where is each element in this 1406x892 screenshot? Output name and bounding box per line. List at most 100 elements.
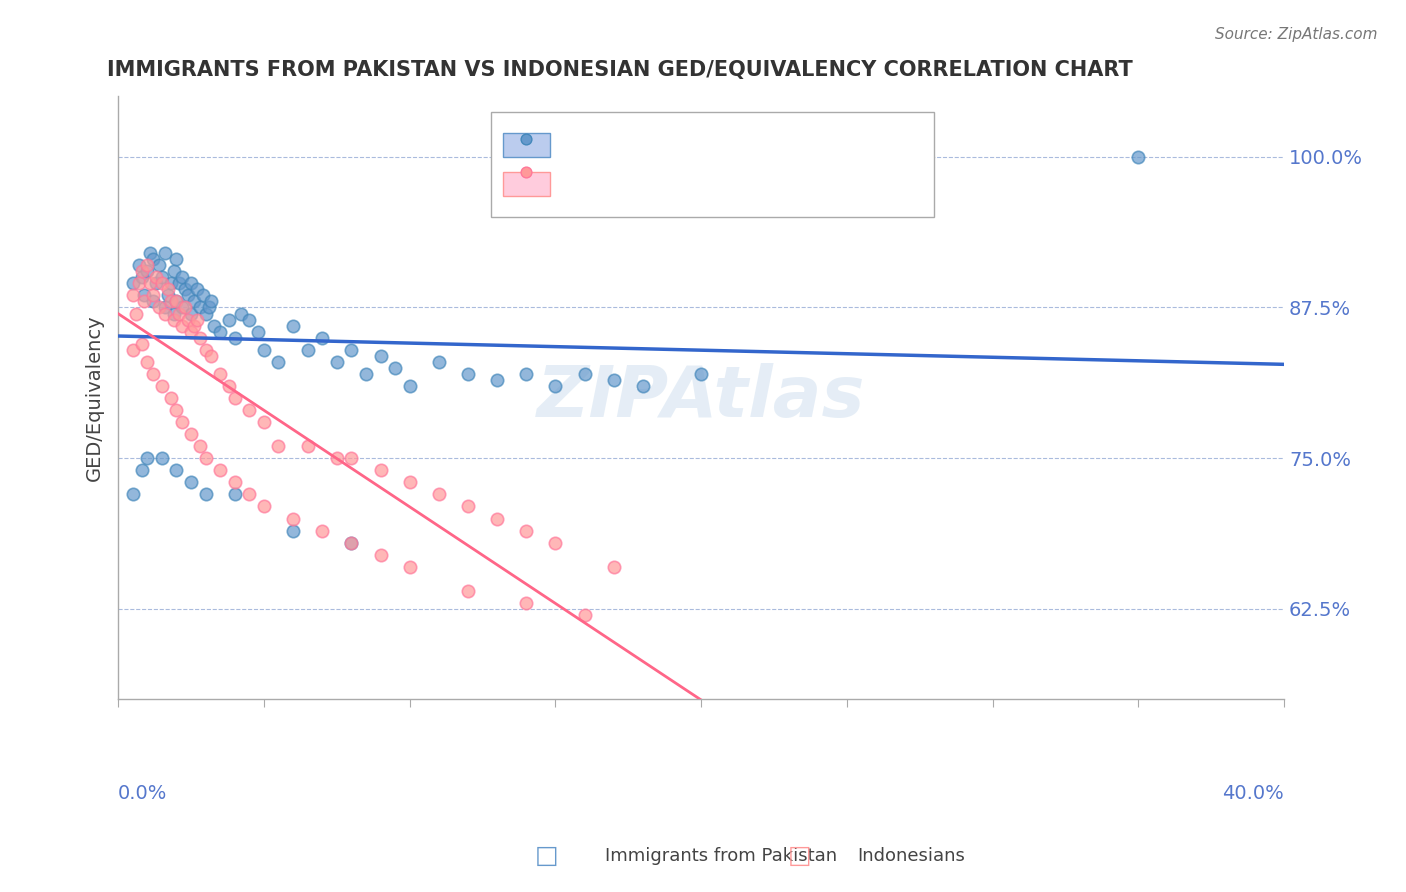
Point xyxy=(229,306,252,320)
Point xyxy=(544,535,567,549)
Point xyxy=(134,288,156,302)
Point xyxy=(370,548,392,562)
Point xyxy=(150,277,173,291)
Point xyxy=(153,246,176,260)
Point xyxy=(153,306,176,320)
Point xyxy=(574,607,596,622)
Point xyxy=(136,258,159,272)
FancyBboxPatch shape xyxy=(503,172,550,196)
Point xyxy=(238,403,260,417)
Y-axis label: GED/Equivalency: GED/Equivalency xyxy=(86,315,104,481)
Point xyxy=(183,294,205,309)
Text: R =  0.339    N =  71: R = 0.339 N = 71 xyxy=(567,129,814,148)
Point xyxy=(326,355,349,369)
Point xyxy=(209,463,232,477)
Point xyxy=(340,535,363,549)
Point xyxy=(166,403,188,417)
Point xyxy=(354,367,377,381)
Point xyxy=(340,451,363,466)
Point xyxy=(247,325,270,339)
Point xyxy=(253,343,276,357)
Point xyxy=(631,379,654,393)
Point xyxy=(297,439,319,453)
Point xyxy=(162,306,184,320)
Point xyxy=(218,379,240,393)
Point xyxy=(142,288,165,302)
Point xyxy=(159,277,181,291)
Point xyxy=(183,318,205,333)
Point xyxy=(1128,301,1150,315)
Point xyxy=(121,343,143,357)
Point xyxy=(136,264,159,278)
Point xyxy=(166,294,188,309)
Point xyxy=(218,312,240,326)
Point xyxy=(1128,234,1150,248)
Point xyxy=(172,270,194,285)
Point xyxy=(159,294,181,309)
Point xyxy=(139,277,162,291)
Point xyxy=(188,439,211,453)
Point xyxy=(124,306,146,320)
Point xyxy=(172,415,194,429)
Point xyxy=(194,487,217,501)
Text: Indonesians: Indonesians xyxy=(858,847,966,865)
Point xyxy=(150,451,173,466)
Text: □: □ xyxy=(787,845,811,868)
Point xyxy=(197,301,219,315)
Point xyxy=(457,367,479,381)
Point xyxy=(162,264,184,278)
Point xyxy=(148,258,170,272)
Point xyxy=(574,367,596,381)
Point xyxy=(142,294,165,309)
FancyBboxPatch shape xyxy=(503,133,550,157)
Point xyxy=(188,301,211,315)
Point xyxy=(370,463,392,477)
Point xyxy=(457,583,479,598)
Point xyxy=(142,252,165,267)
Point xyxy=(177,312,200,326)
Text: □: □ xyxy=(534,845,558,868)
Point xyxy=(398,559,420,574)
Point xyxy=(297,343,319,357)
Point xyxy=(156,282,179,296)
Point xyxy=(427,355,450,369)
Point xyxy=(128,258,150,272)
Point xyxy=(150,379,173,393)
Point xyxy=(311,524,333,538)
Point xyxy=(224,487,246,501)
Point xyxy=(166,294,188,309)
Text: 40.0%: 40.0% xyxy=(1222,784,1284,803)
Point xyxy=(398,475,420,490)
Point xyxy=(544,379,567,393)
Point xyxy=(384,360,406,375)
Point xyxy=(311,330,333,344)
FancyBboxPatch shape xyxy=(491,112,934,217)
Point xyxy=(194,306,217,320)
Point xyxy=(486,511,509,525)
Point xyxy=(281,524,304,538)
Point xyxy=(177,288,200,302)
Text: R =  -0.232    N =  66: R = -0.232 N = 66 xyxy=(567,162,825,181)
Point xyxy=(267,355,290,369)
Point xyxy=(238,487,260,501)
Text: 0.0%: 0.0% xyxy=(118,784,167,803)
Point xyxy=(224,391,246,405)
Point xyxy=(209,325,232,339)
Point xyxy=(224,330,246,344)
Point xyxy=(602,559,624,574)
Point xyxy=(121,277,143,291)
Point xyxy=(224,475,246,490)
Point xyxy=(174,301,197,315)
Point xyxy=(188,330,211,344)
Point xyxy=(159,391,181,405)
Point xyxy=(486,373,509,387)
Point xyxy=(145,270,167,285)
Point xyxy=(134,294,156,309)
Point xyxy=(515,367,537,381)
Text: Immigrants from Pakistan: Immigrants from Pakistan xyxy=(605,847,837,865)
Point xyxy=(340,535,363,549)
Text: IMMIGRANTS FROM PAKISTAN VS INDONESIAN GED/EQUIVALENCY CORRELATION CHART: IMMIGRANTS FROM PAKISTAN VS INDONESIAN G… xyxy=(107,60,1132,79)
Point xyxy=(131,336,153,351)
Point xyxy=(180,427,202,442)
Point xyxy=(202,318,225,333)
